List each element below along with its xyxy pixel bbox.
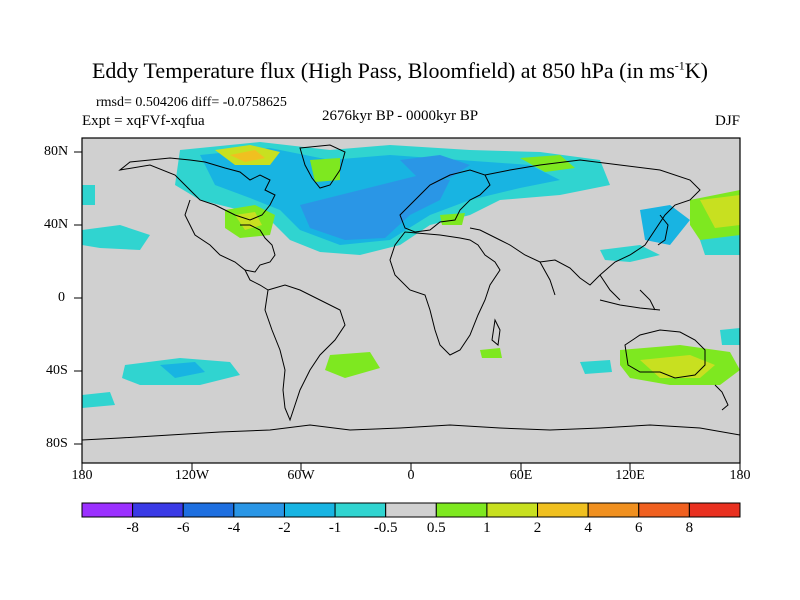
colorbar-swatch <box>688 502 741 518</box>
coastlines <box>82 144 740 441</box>
season-label: DJF <box>714 113 740 129</box>
colorbar-swatch <box>385 502 437 518</box>
colorbar-label: -6 <box>176 520 190 536</box>
lat-label-40s: 40S <box>46 363 68 378</box>
colorbar-label: -8 <box>126 520 139 536</box>
colorbar-swatch <box>283 502 336 518</box>
lat-label-80s: 80S <box>46 436 68 451</box>
anomaly-fields <box>82 142 740 408</box>
colorbar-swatch <box>435 502 488 518</box>
lon-label-120w: 120W <box>174 468 210 483</box>
axis-ticks <box>74 151 741 471</box>
lat-label-0: 0 <box>58 290 65 305</box>
colorbar-swatch <box>486 502 539 518</box>
colorbar-label: -1 <box>328 520 342 536</box>
colorbar-swatch <box>334 502 387 518</box>
period-label: 2676kyr BP - 0000kyr BP <box>322 108 479 124</box>
colorbar-label: 8 <box>685 520 694 536</box>
colorbar-swatch <box>587 502 640 518</box>
colorbar <box>81 502 741 518</box>
colorbar-label: 1 <box>483 520 491 536</box>
colorbar-label: -0.5 <box>373 520 398 536</box>
colorbar-label: -4 <box>227 520 241 536</box>
figure-title: Eddy Temperature flux (High Pass, Bloomf… <box>91 58 708 83</box>
lon-label-180w: 180 <box>71 468 93 483</box>
lat-label-40n: 40N <box>44 217 69 232</box>
colorbar-swatch <box>233 502 285 518</box>
colorbar-swatch <box>81 502 134 518</box>
lon-label-180e: 180 <box>729 468 751 483</box>
colorbar-label: 0.5 <box>426 520 446 536</box>
colorbar-swatch <box>537 502 589 518</box>
stats-label: rmsd= 0.504206 diff= -0.0758625 <box>96 95 287 110</box>
colorbar-label: -2 <box>278 520 291 536</box>
lat-label-80n: 80N <box>44 144 69 159</box>
colorbar-label: 6 <box>635 520 643 536</box>
experiment-label: Expt = xqFVf-xqfua <box>82 113 205 129</box>
colorbar-swatch <box>132 502 184 518</box>
colorbar-label: 4 <box>584 520 592 536</box>
lon-label-0: 0 <box>407 468 415 483</box>
lon-label-60e: 60E <box>509 468 533 483</box>
colorbar-swatch <box>638 502 690 518</box>
map-panel <box>82 138 740 463</box>
lon-label-60w: 60W <box>287 468 315 483</box>
colorbar-swatch <box>182 502 235 518</box>
colorbar-label: 2 <box>533 520 542 536</box>
lon-label-120e: 120E <box>615 468 645 483</box>
